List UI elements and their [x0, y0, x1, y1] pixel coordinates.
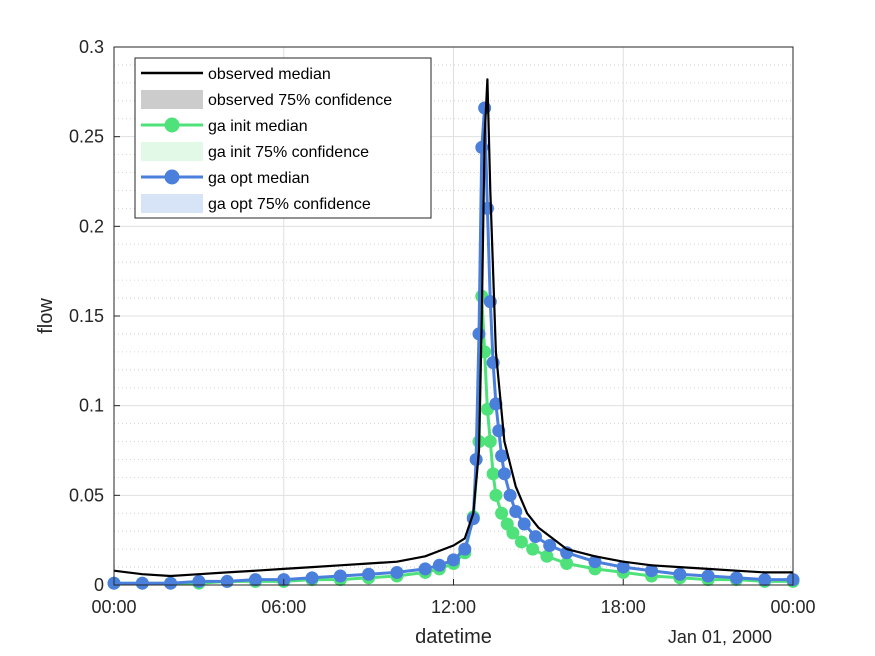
- ga-opt-median-point: [509, 504, 523, 518]
- y-tick-label: 0.3: [79, 37, 104, 57]
- ga-opt-median-point: [432, 558, 446, 572]
- ga-init-median-point: [506, 526, 520, 540]
- legend-label: ga init median: [208, 118, 308, 135]
- y-tick-label: 0.1: [79, 396, 104, 416]
- ga-opt-median-point: [469, 452, 483, 466]
- y-tick-label: 0.05: [69, 485, 104, 505]
- ga-init-median-point: [486, 467, 500, 481]
- ga-opt-median-point: [729, 571, 743, 585]
- legend-marker: [164, 169, 180, 185]
- y-axis-label: flow: [35, 298, 57, 334]
- ga-init-median-point: [526, 542, 540, 556]
- legend-marker: [164, 117, 180, 133]
- x-tick-label: 18:00: [601, 597, 646, 617]
- legend-item-ga-opt-75%-confidence: ga opt 75% confidence: [141, 194, 371, 213]
- ga-opt-median-point: [164, 576, 178, 590]
- date-annotation: Jan 01, 2000: [668, 627, 772, 647]
- y-tick-label: 0.15: [69, 306, 104, 326]
- ga-opt-median-point: [305, 571, 319, 585]
- legend-item-ga-init-75%-confidence: ga init 75% confidence: [141, 142, 369, 161]
- ga-opt-median-point: [645, 564, 659, 578]
- y-tick-label: 0.25: [69, 127, 104, 147]
- ga-opt-median-point: [673, 567, 687, 581]
- tick-labels: 0 0.05 0.1 0.15 0.2 0.25 0.3 00:00 06:00 12:00 18:…: [69, 37, 816, 617]
- ga-opt-median-point: [220, 574, 234, 588]
- x-tick-label: 06:00: [261, 597, 306, 617]
- ga-init-median-point: [540, 549, 554, 563]
- ga-opt-median-point: [497, 467, 511, 481]
- y-tick-label: 0: [94, 575, 104, 595]
- ga-opt-median-point: [475, 140, 489, 154]
- ga-init-median-point: [514, 535, 528, 549]
- legend-swatch: [141, 194, 203, 213]
- x-tick-label: 00:00: [91, 597, 136, 617]
- ga-opt-median-point: [135, 576, 149, 590]
- ga-opt-median-point: [390, 565, 404, 579]
- legend-item-observed-median: observed median: [141, 66, 331, 83]
- legend-label: observed median: [208, 66, 331, 83]
- ga-opt-median-point: [543, 539, 557, 553]
- ga-opt-median-point: [362, 567, 376, 581]
- ga-opt-median-point: [333, 569, 347, 583]
- ga-opt-median-point: [447, 553, 460, 567]
- x-tick-label: 00:00: [770, 597, 815, 617]
- ga-opt-median-point: [248, 573, 262, 587]
- ga-opt-median-point: [616, 560, 630, 574]
- ga-opt-median-point: [192, 574, 206, 588]
- legend-item-observed-75%-confidence: observed 75% confidence: [141, 90, 392, 109]
- ga-opt-median-point: [472, 327, 486, 341]
- ga-opt-median-point: [489, 397, 503, 411]
- ga-init-median-point: [495, 506, 509, 520]
- legend-swatch: [141, 90, 203, 109]
- ga-opt-median-point: [503, 488, 517, 502]
- ga-opt-median-point: [758, 573, 772, 587]
- ga-init-median-point: [483, 435, 497, 449]
- legend-box: [134, 57, 432, 219]
- ga-opt-median-point: [588, 555, 602, 569]
- ga-opt-median-point: [495, 449, 509, 463]
- legend-label: ga opt 75% confidence: [208, 196, 371, 213]
- observed-median-line: [113, 78, 793, 578]
- series-lines: [107, 78, 800, 590]
- ga-opt-median-point: [517, 517, 531, 531]
- ga-init-median-point: [489, 488, 503, 502]
- x-axis-label: datetime: [415, 626, 492, 648]
- ga-opt-median-point: [701, 569, 715, 583]
- ga-opt-median-point: [418, 562, 432, 576]
- ga-opt-median-point: [458, 542, 472, 556]
- ga-opt-median-point: [529, 530, 543, 544]
- legend-item-ga-init-median: ga init median: [141, 117, 308, 135]
- series-observed-median: [113, 78, 793, 578]
- legend-label: ga init 75% confidence: [208, 144, 369, 161]
- ga-init-median-point: [560, 556, 574, 570]
- y-tick-label: 0.2: [79, 216, 104, 236]
- legend-label: ga opt median: [208, 170, 309, 187]
- legend-swatch: [141, 142, 203, 161]
- legend: observed median observed 75% confidence ga…: [134, 57, 432, 219]
- x-tick-label: 12:00: [431, 597, 476, 617]
- legend-label: observed 75% confidence: [208, 92, 392, 109]
- legend-item-ga-opt-median: ga opt median: [141, 169, 309, 187]
